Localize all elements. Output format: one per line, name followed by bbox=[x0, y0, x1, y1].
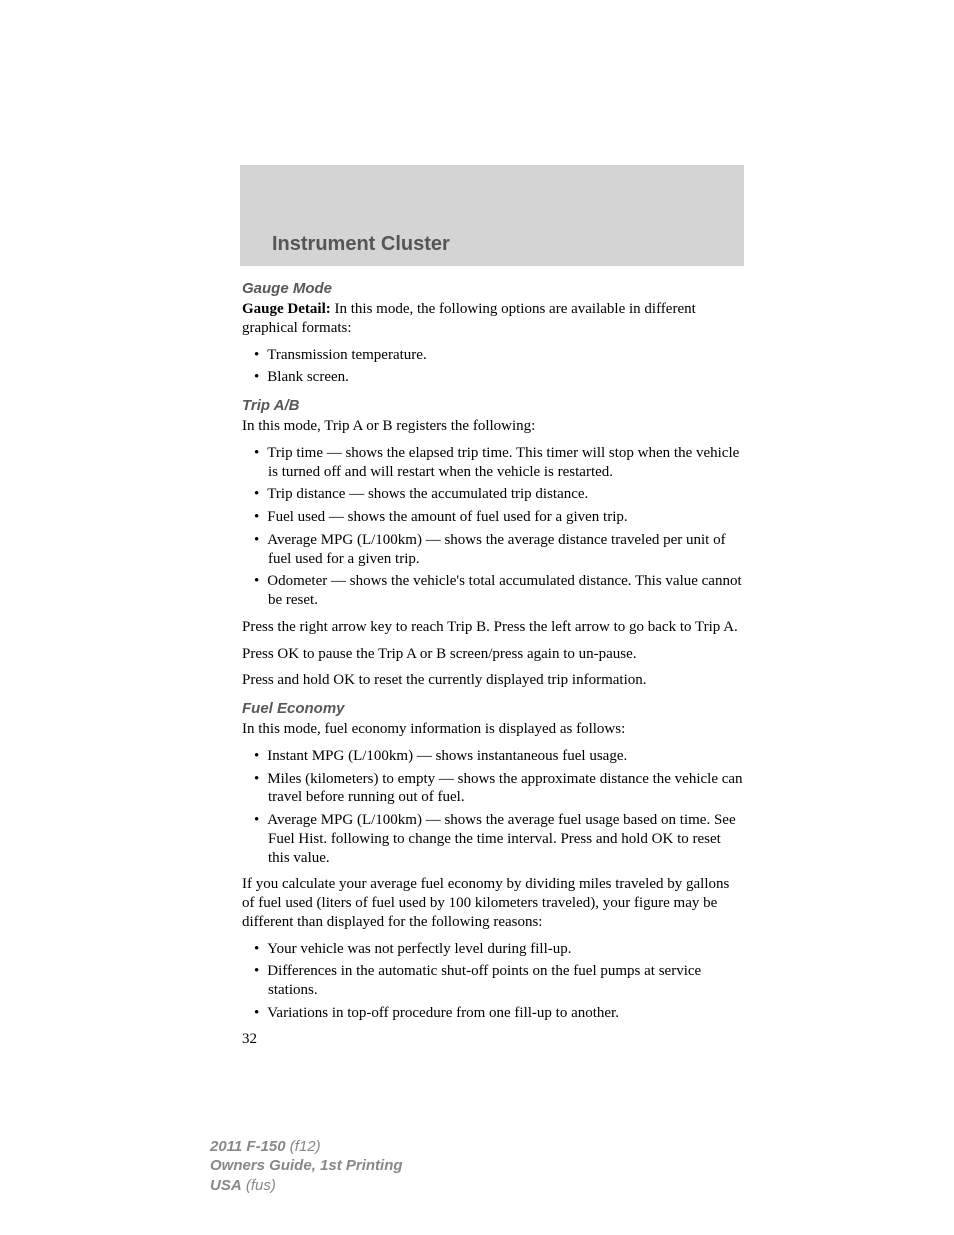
fuel-bullet-list-2: Your vehicle was not perfectly level dur… bbox=[242, 940, 744, 1023]
footer-line-3: USA (fus) bbox=[210, 1176, 403, 1196]
chapter-header-block: Instrument Cluster bbox=[240, 165, 744, 266]
list-item: Miles (kilometers) to empty — shows the … bbox=[254, 770, 744, 808]
list-item: Average MPG (L/100km) — shows the averag… bbox=[254, 811, 744, 867]
fuel-para-1: If you calculate your average fuel econo… bbox=[242, 875, 744, 931]
gauge-lead-bold: Gauge Detail: bbox=[242, 301, 331, 317]
page-content: Instrument Cluster Gauge Mode Gauge Deta… bbox=[0, 0, 954, 1048]
trip-bullet-list: Trip time — shows the elapsed trip time.… bbox=[242, 444, 744, 610]
list-item: Your vehicle was not perfectly level dur… bbox=[254, 940, 744, 959]
list-item: Average MPG (L/100km) — shows the averag… bbox=[254, 531, 744, 569]
chapter-title: Instrument Cluster bbox=[272, 233, 744, 256]
trip-intro: In this mode, Trip A or B registers the … bbox=[242, 417, 744, 436]
gauge-lead: Gauge Detail: In this mode, the followin… bbox=[242, 300, 744, 338]
footer-model: 2011 F-150 bbox=[210, 1138, 286, 1155]
list-item: Differences in the automatic shut-off po… bbox=[254, 962, 744, 1000]
list-item: Transmission temperature. bbox=[254, 346, 744, 365]
footer-code-2: (fus) bbox=[242, 1177, 276, 1194]
list-item: Odometer — shows the vehicle's total acc… bbox=[254, 572, 744, 610]
trip-para-2: Press OK to pause the Trip A or B screen… bbox=[242, 645, 744, 664]
gauge-bullet-list: Transmission temperature. Blank screen. bbox=[242, 346, 744, 388]
list-item: Instant MPG (L/100km) — shows instantane… bbox=[254, 747, 744, 766]
footer-block: 2011 F-150 (f12) Owners Guide, 1st Print… bbox=[210, 1137, 403, 1196]
section-heading-fuel: Fuel Economy bbox=[242, 700, 744, 717]
fuel-intro: In this mode, fuel economy information i… bbox=[242, 720, 744, 739]
fuel-bullet-list-1: Instant MPG (L/100km) — shows instantane… bbox=[242, 747, 744, 868]
footer-code-1: (f12) bbox=[286, 1138, 321, 1155]
footer-line-2: Owners Guide, 1st Printing bbox=[210, 1156, 403, 1176]
footer-line-1: 2011 F-150 (f12) bbox=[210, 1137, 403, 1157]
section-heading-trip: Trip A/B bbox=[242, 397, 744, 414]
trip-para-1: Press the right arrow key to reach Trip … bbox=[242, 618, 744, 637]
list-item: Trip time — shows the elapsed trip time.… bbox=[254, 444, 744, 482]
page-number: 32 bbox=[242, 1031, 744, 1048]
list-item: Variations in top-off procedure from one… bbox=[254, 1004, 744, 1023]
list-item: Trip distance — shows the accumulated tr… bbox=[254, 485, 744, 504]
list-item: Fuel used — shows the amount of fuel use… bbox=[254, 508, 744, 527]
footer-region: USA bbox=[210, 1177, 242, 1194]
section-heading-gauge: Gauge Mode bbox=[242, 280, 744, 297]
list-item: Blank screen. bbox=[254, 368, 744, 387]
trip-para-3: Press and hold OK to reset the currently… bbox=[242, 671, 744, 690]
